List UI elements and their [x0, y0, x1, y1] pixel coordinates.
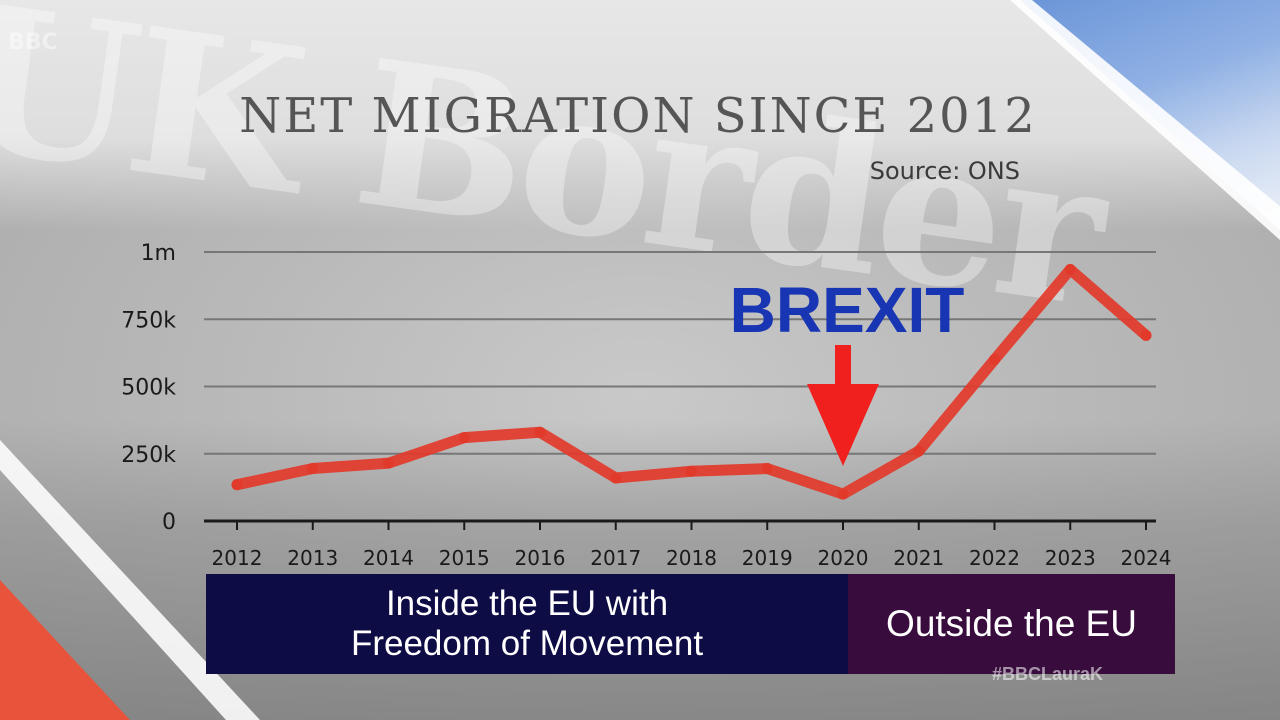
- x-tick-label: 2021: [893, 546, 944, 570]
- data-point: [307, 463, 319, 475]
- data-point: [610, 472, 622, 484]
- data-point: [534, 426, 546, 438]
- inside-eu-label-line1: Inside the EU with: [385, 584, 669, 623]
- y-tick-label: 1m: [141, 241, 176, 266]
- annotation-layer: BREXIT: [730, 274, 965, 466]
- series-line: [231, 263, 1152, 500]
- x-tick-label: 2014: [363, 546, 414, 570]
- x-tick-label: 2022: [969, 546, 1020, 570]
- data-point: [761, 463, 773, 475]
- data-point: [686, 465, 697, 477]
- x-tick-label: 2015: [439, 546, 490, 570]
- data-point: [989, 354, 1000, 366]
- y-tick-label: 500k: [121, 376, 176, 401]
- period-band-outside-eu: Outside the EU: [848, 574, 1175, 674]
- data-point: [1064, 263, 1076, 275]
- data-point: [383, 457, 394, 469]
- inside-eu-label-line2: Freedom of Movement: [350, 624, 704, 663]
- data-point: [837, 488, 849, 500]
- data-point: [458, 432, 470, 444]
- data-point: [1140, 329, 1152, 341]
- x-tick-label: 2018: [666, 546, 717, 570]
- x-axis-ticks: 2012 2013 2014 2015 2016 2017 2018 2019 2020 2021…: [212, 521, 1172, 570]
- down-arrow-icon: [835, 345, 851, 389]
- x-tick-label: 2023: [1045, 546, 1096, 570]
- x-tick-label: 2012: [212, 546, 263, 570]
- y-tick-label: 0: [162, 510, 176, 535]
- x-tick-label: 2020: [818, 546, 869, 570]
- x-tick-label: 2016: [515, 546, 566, 570]
- x-tick-label: 2024: [1121, 546, 1172, 570]
- y-tick-label: 750k: [121, 308, 176, 333]
- outside-eu-label: Outside the EU: [886, 603, 1137, 644]
- period-band-inside-eu: Inside the EU with Freedom of Movement: [206, 574, 848, 674]
- hashtag-watermark: #BBCLauraK: [992, 664, 1104, 684]
- brexit-annotation-label: BREXIT: [730, 274, 965, 346]
- data-point: [913, 445, 925, 457]
- chart-title: NET MIGRATION SINCE 2012: [239, 88, 1037, 144]
- x-tick-label: 2017: [590, 546, 641, 570]
- y-axis-ticks: 0 250k 500k 750k 1m: [121, 241, 176, 535]
- series-layer: [231, 263, 1152, 500]
- data-point: [231, 479, 243, 491]
- chart-source: Source: ONS: [870, 157, 1020, 185]
- x-tick-label: 2019: [742, 546, 793, 570]
- broadcaster-logo-watermark: BBC: [8, 30, 58, 55]
- x-tick-label: 2013: [287, 546, 338, 570]
- grid-lines: [204, 251, 1156, 523]
- down-arrow-head-icon: [807, 384, 879, 466]
- y-tick-label: 250k: [121, 443, 176, 468]
